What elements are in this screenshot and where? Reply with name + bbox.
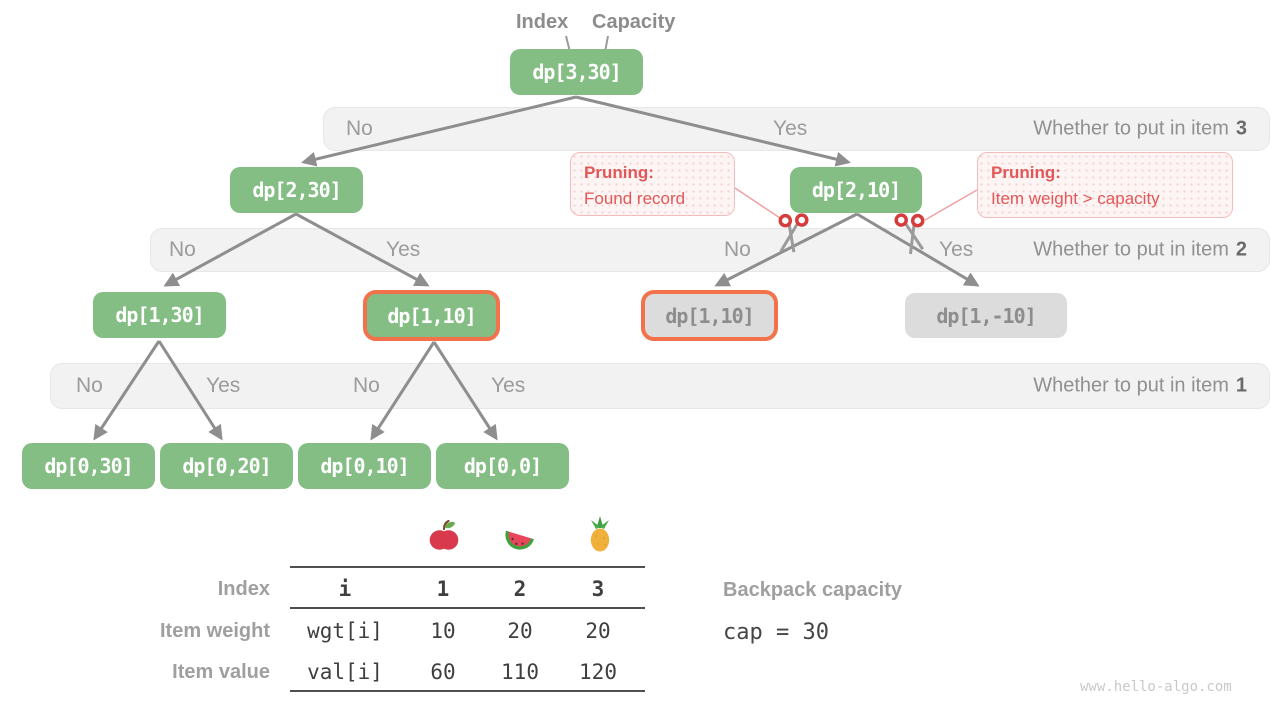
node-dp-3-30: dp[3,30] [510,49,643,95]
node-dp-1-10-highlighted: dp[1,10] [363,290,500,341]
decision-band-item-3: No Yes Whether to put in item 3 [323,107,1270,151]
pruning-title: Pruning: [991,163,1061,182]
table-cell: wgt[i] [307,619,383,643]
watermark: www.hello-algo.com [1080,679,1232,695]
table-rule-middle [290,607,645,609]
capacity-label: Capacity [592,11,676,33]
table-cell: 60 [430,660,456,684]
pruning-leader-line [924,189,978,221]
answer-no-label: No [76,374,103,397]
table-cell: 110 [501,660,539,684]
answer-no-label: No [353,374,380,397]
node-dp-0-30: dp[0,30] [22,443,155,489]
pruning-note-weight-exceeds-capacity: Pruning: Item weight > capacity [977,152,1233,218]
table-cell: 3 [591,577,605,601]
table-rule-bottom [290,690,645,692]
answer-yes-label: Yes [773,117,808,140]
band-caption: Whether to put in item 3 [1033,118,1247,141]
answer-no-label: No [169,238,196,261]
pruning-title: Pruning: [584,163,654,182]
answer-yes-label: Yes [206,374,241,397]
band-caption-text: Whether to put in item [1033,117,1229,140]
table-cell: 120 [579,660,617,684]
band-caption: Whether to put in item 2 [1033,239,1247,262]
table-row-label-value: Item value [172,661,270,683]
band-caption: Whether to put in item 1 [1033,375,1247,398]
band-item-number: 2 [1235,238,1247,261]
node-dp-2-10: dp[2,10] [790,167,922,213]
answer-no-label: No [346,117,373,140]
apple-icon [429,519,459,550]
band-caption-text: Whether to put in item [1033,374,1229,397]
table-row-label-weight: Item weight [159,620,270,642]
table-cell: val[i] [307,660,383,684]
table-rule-top [290,566,645,568]
backpack-capacity-label: Backpack capacity [723,579,903,601]
table-cell: 10 [430,619,456,643]
node-dp-0-0: dp[0,0] [436,443,569,489]
node-dp-2-30: dp[2,30] [230,167,363,213]
node-dp-1-30: dp[1,30] [93,292,226,338]
watermelon-icon [505,530,534,550]
node-dp-0-10: dp[0,10] [298,443,431,489]
node-dp-0-20: dp[0,20] [160,443,293,489]
node-dp-1-10-pruned: dp[1,10] [641,290,778,341]
band-item-number: 3 [1235,117,1247,140]
pruning-leader-line [734,187,781,219]
decision-band-item-2: No Yes No Yes Whether to put in item 2 [150,228,1270,272]
answer-yes-label: Yes [939,238,974,261]
pineapple-icon [590,516,610,552]
table-row-label-index: Index [217,578,270,600]
band-caption-text: Whether to put in item [1033,238,1229,261]
node-dp-1-neg10: dp[1,-10] [905,293,1067,338]
answer-yes-label: Yes [491,374,526,397]
index-label: Index [516,11,569,33]
pruning-note-found-record: Pruning: Found record [570,152,735,216]
table-cell: i [338,577,352,601]
table-cell: 2 [513,577,527,601]
answer-no-label: No [724,238,751,261]
table-cell: 20 [585,619,611,643]
pruning-reason: Found record [584,188,686,208]
band-item-number: 1 [1235,374,1247,397]
backpack-capacity-value: cap = 30 [723,620,829,645]
answer-yes-label: Yes [386,238,421,261]
table-cell: 1 [436,577,450,601]
pruning-reason: Item weight > capacity [991,188,1160,208]
decision-band-item-1: No Yes No Yes Whether to put in item 1 [50,363,1270,409]
table-cell: 20 [507,619,533,643]
